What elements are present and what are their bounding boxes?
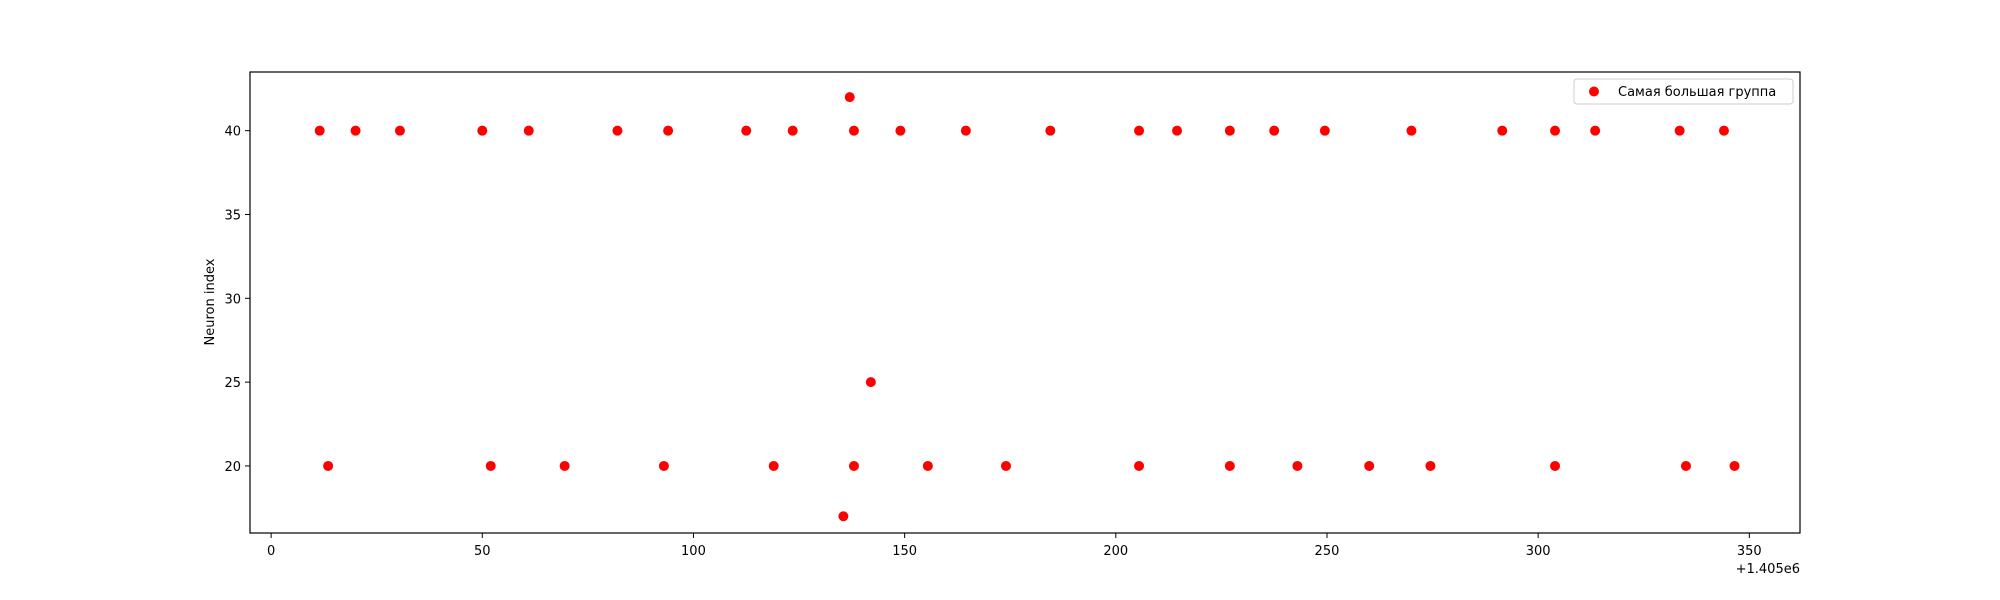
data-point (844, 92, 855, 103)
data-point (1718, 125, 1729, 136)
data-point (314, 125, 325, 136)
data-point (523, 125, 534, 136)
data-point (350, 125, 361, 136)
x-axis-offset-label: +1.405e6 (1736, 562, 1800, 577)
data-point (1364, 460, 1375, 471)
y-tick-label: 30 (224, 292, 241, 307)
x-tick-label: 50 (474, 544, 491, 559)
data-point (485, 460, 496, 471)
plot-frame (249, 71, 1801, 534)
data-point (1134, 125, 1145, 136)
data-point (1680, 460, 1691, 471)
data-point (1000, 460, 1011, 471)
points-layer (314, 92, 1740, 522)
data-point (323, 460, 334, 471)
plot-area (250, 72, 1800, 533)
legend-marker (1589, 86, 1599, 97)
x-tick-label: 200 (1103, 544, 1128, 559)
data-point (1406, 125, 1417, 136)
data-point (768, 460, 779, 471)
data-point (612, 125, 623, 136)
data-point (1045, 125, 1056, 136)
data-point (559, 460, 570, 471)
x-tick-label: 350 (1737, 544, 1762, 559)
data-point (1729, 460, 1740, 471)
data-point (848, 460, 859, 471)
data-point (1550, 125, 1561, 136)
data-point (848, 125, 859, 136)
data-point (663, 125, 674, 136)
y-tick-label: 40 (224, 125, 241, 140)
data-point (1224, 125, 1235, 136)
x-tick-label: 300 (1526, 544, 1551, 559)
data-point (895, 125, 906, 136)
data-point (741, 125, 752, 136)
data-point (658, 460, 669, 471)
y-tick-label: 35 (224, 208, 241, 223)
data-point (1674, 125, 1685, 136)
data-point (1224, 460, 1235, 471)
legend-label: Самая большая группа (1618, 85, 1776, 100)
data-point (1319, 125, 1330, 136)
data-point (394, 125, 405, 136)
x-axis: 0 50 100 150 200 250 300 350 (267, 533, 1762, 559)
y-tick-label: 25 (224, 376, 241, 391)
data-point (838, 511, 849, 522)
legend-box (1573, 78, 1794, 105)
y-tick-label: 20 (224, 460, 241, 475)
data-point (787, 125, 798, 136)
y-axis: 20 25 30 35 40 (224, 125, 250, 475)
data-point (1590, 125, 1601, 136)
data-point (1550, 460, 1561, 471)
data-point (865, 377, 876, 388)
data-point (1269, 125, 1280, 136)
data-point (1425, 460, 1436, 471)
data-point (477, 125, 488, 136)
x-tick-label: 100 (681, 544, 706, 559)
x-tick-label: 250 (1315, 544, 1340, 559)
x-tick-label: 0 (267, 544, 275, 559)
x-tick-label: 150 (892, 544, 917, 559)
data-point (922, 460, 933, 471)
data-point (1497, 125, 1508, 136)
data-point (1292, 460, 1303, 471)
legend: Самая большая группа (1573, 78, 1794, 105)
data-point (1134, 460, 1145, 471)
data-point (960, 125, 971, 136)
data-point (1172, 125, 1183, 136)
y-axis-label: Neuron index (203, 258, 218, 345)
